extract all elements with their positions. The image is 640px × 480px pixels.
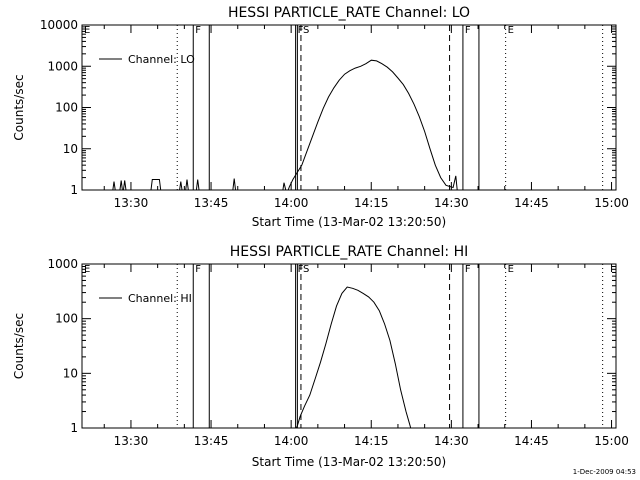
x-tick-label: 14:45 <box>514 434 549 448</box>
y-tick-label: 100 <box>55 312 78 326</box>
event-marker-label: E <box>508 25 514 36</box>
legend-label: Channel: LO <box>128 53 195 66</box>
x-tick-label: 13:45 <box>194 434 229 448</box>
y-axis-label: Counts/sec <box>12 74 26 140</box>
x-axis-label: Start Time (13-Mar-02 13:20:50) <box>252 215 446 229</box>
x-tick-label: 14:15 <box>354 196 389 210</box>
chart-title: HESSI PARTICLE_RATE Channel: HI <box>230 244 468 260</box>
x-tick-label: 13:45 <box>194 196 229 210</box>
x-tick-label: 14:15 <box>354 434 389 448</box>
lo-channel-panel: HESSI PARTICLE_RATE Channel: LOEFFSFE13:… <box>12 5 629 229</box>
y-tick-label: 10000 <box>40 18 78 32</box>
x-tick-label: 14:30 <box>434 434 469 448</box>
x-tick-label: 13:30 <box>114 434 149 448</box>
y-axis-label: Counts/sec <box>12 313 26 379</box>
y-tick-label: 1 <box>70 421 78 435</box>
series-line <box>112 59 458 190</box>
event-marker-label: F <box>465 25 471 36</box>
x-tick-label: 14:30 <box>434 196 469 210</box>
plot-frame <box>81 263 617 429</box>
y-tick-label: 1 <box>70 183 78 197</box>
event-marker-label: E <box>84 264 90 275</box>
chart-title: HESSI PARTICLE_RATE Channel: LO <box>228 5 470 21</box>
event-marker-label: F <box>195 25 201 36</box>
generation-timestamp: 1-Dec-2009 04:53 <box>573 468 636 476</box>
x-tick-label: 14:00 <box>274 434 309 448</box>
y-tick-label: 1000 <box>47 59 78 73</box>
y-tick-label: 1000 <box>47 257 78 271</box>
x-tick-label: 14:45 <box>514 196 549 210</box>
event-marker-label: F <box>465 264 471 275</box>
x-axis-label: Start Time (13-Mar-02 13:20:50) <box>252 455 446 469</box>
legend-label: Channel: HI <box>128 292 192 305</box>
x-tick-label: 14:00 <box>274 196 309 210</box>
y-tick-label: 10 <box>63 366 78 380</box>
event-marker-label: S <box>303 264 309 275</box>
event-marker-label: F <box>195 264 201 275</box>
event-marker-label: E <box>84 25 90 36</box>
hi-channel-panel: HESSI PARTICLE_RATE Channel: HIEFFSFE13:… <box>12 244 629 469</box>
event-marker-label: S <box>303 25 309 36</box>
plot-frame <box>81 24 617 191</box>
x-tick-label: 15:00 <box>594 196 629 210</box>
y-tick-label: 100 <box>55 101 78 115</box>
y-tick-label: 10 <box>63 142 78 156</box>
event-marker-label: E <box>508 264 514 275</box>
x-tick-label: 15:00 <box>594 434 629 448</box>
x-tick-label: 13:30 <box>114 196 149 210</box>
series-line <box>295 286 412 428</box>
